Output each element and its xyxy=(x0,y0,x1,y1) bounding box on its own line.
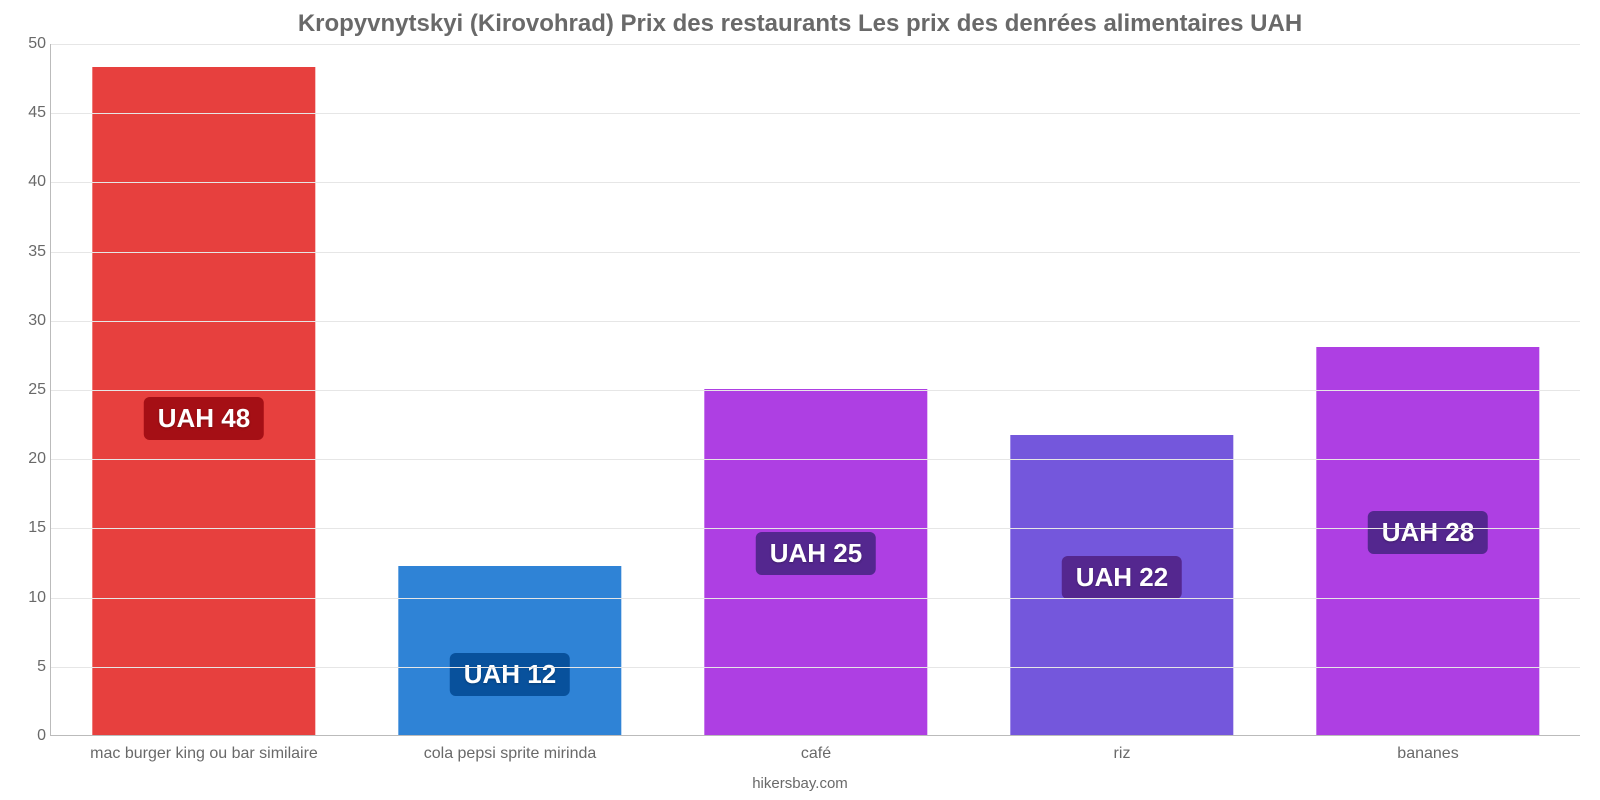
y-tick-label: 45 xyxy=(14,104,46,122)
value-badge: UAH 25 xyxy=(756,532,876,575)
price-bar-chart: Kropyvnytskyi (Kirovohrad) Prix des rest… xyxy=(0,0,1600,800)
gridline xyxy=(51,598,1580,599)
y-tick-label: 5 xyxy=(14,658,46,676)
gridline xyxy=(51,321,1580,322)
y-tick-label: 0 xyxy=(14,727,46,745)
bar xyxy=(398,566,621,735)
x-tick-label: mac burger king ou bar similaire xyxy=(90,745,318,763)
gridline xyxy=(51,528,1580,529)
gridline xyxy=(51,113,1580,114)
gridline xyxy=(51,252,1580,253)
y-tick-label: 15 xyxy=(14,519,46,537)
y-tick-label: 40 xyxy=(14,173,46,191)
y-tick-label: 25 xyxy=(14,381,46,399)
gridline xyxy=(51,390,1580,391)
value-badge: UAH 12 xyxy=(450,653,570,696)
gridline xyxy=(51,459,1580,460)
value-badge: UAH 22 xyxy=(1062,556,1182,599)
gridline xyxy=(51,182,1580,183)
chart-title: Kropyvnytskyi (Kirovohrad) Prix des rest… xyxy=(0,10,1600,38)
y-tick-label: 10 xyxy=(14,589,46,607)
plot-area: UAH 48mac burger king ou bar similaireUA… xyxy=(50,44,1580,736)
y-tick-label: 30 xyxy=(14,312,46,330)
y-tick-label: 20 xyxy=(14,450,46,468)
gridline xyxy=(51,667,1580,668)
x-tick-label: bananes xyxy=(1397,745,1458,763)
attribution-text: hikersbay.com xyxy=(0,775,1600,792)
y-tick-label: 50 xyxy=(14,35,46,53)
value-badge: UAH 28 xyxy=(1368,511,1488,554)
y-tick-label: 35 xyxy=(14,243,46,261)
x-tick-label: café xyxy=(801,745,831,763)
value-badge: UAH 48 xyxy=(144,397,264,440)
gridline xyxy=(51,44,1580,45)
x-tick-label: cola pepsi sprite mirinda xyxy=(424,745,597,763)
x-tick-label: riz xyxy=(1114,745,1131,763)
